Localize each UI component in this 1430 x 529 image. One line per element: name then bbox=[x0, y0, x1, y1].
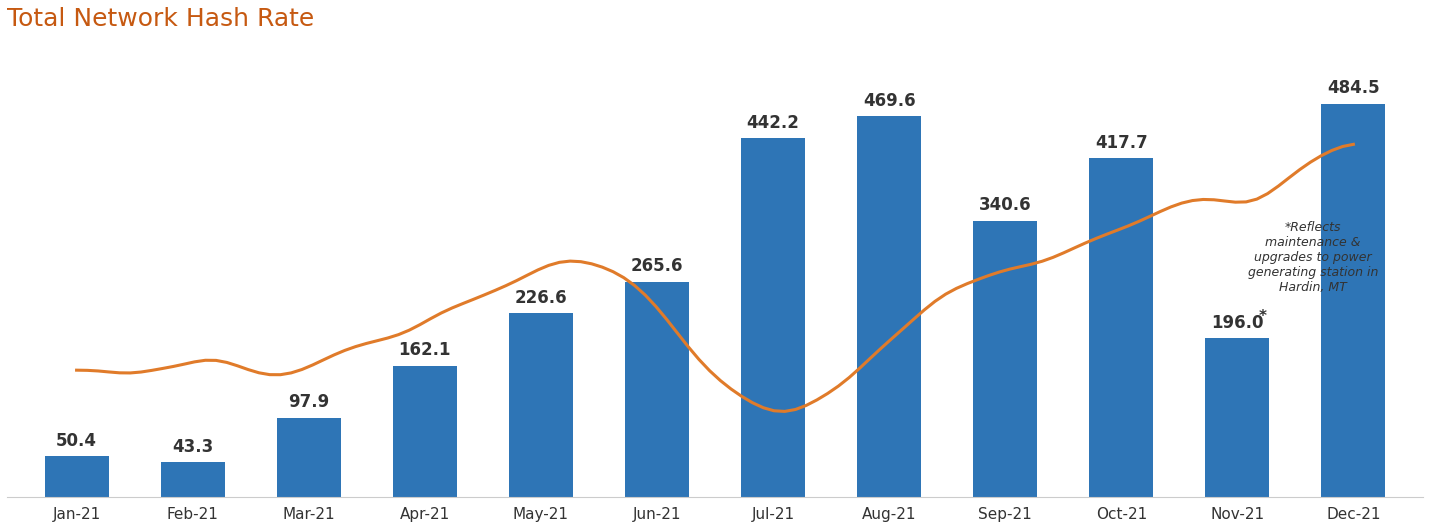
Bar bbox=[741, 138, 805, 497]
Text: 196.0: 196.0 bbox=[1211, 314, 1264, 332]
Bar bbox=[1205, 338, 1270, 497]
Text: 484.5: 484.5 bbox=[1327, 79, 1380, 97]
Text: Total Network Hash Rate: Total Network Hash Rate bbox=[7, 7, 315, 31]
Bar bbox=[1321, 104, 1386, 497]
Bar bbox=[1090, 158, 1153, 497]
Text: 50.4: 50.4 bbox=[56, 432, 97, 450]
Text: 43.3: 43.3 bbox=[172, 437, 213, 455]
Text: 340.6: 340.6 bbox=[980, 196, 1031, 214]
Text: 442.2: 442.2 bbox=[746, 114, 799, 132]
Text: 265.6: 265.6 bbox=[631, 257, 684, 275]
Text: *Reflects
maintenance &
upgrades to power
generating station in
Hardin, MT: *Reflects maintenance & upgrades to powe… bbox=[1247, 221, 1379, 294]
Bar bbox=[974, 221, 1037, 497]
Text: 97.9: 97.9 bbox=[287, 394, 329, 412]
Text: 162.1: 162.1 bbox=[399, 341, 450, 359]
Text: 417.7: 417.7 bbox=[1095, 134, 1148, 152]
Bar bbox=[393, 366, 456, 497]
Text: 226.6: 226.6 bbox=[515, 289, 568, 307]
Text: 469.6: 469.6 bbox=[862, 92, 915, 110]
Bar bbox=[160, 462, 225, 497]
Text: *: * bbox=[1258, 308, 1267, 324]
Bar bbox=[857, 116, 921, 497]
Bar bbox=[509, 313, 573, 497]
Bar bbox=[44, 457, 109, 497]
Bar bbox=[277, 418, 340, 497]
Bar bbox=[625, 281, 689, 497]
